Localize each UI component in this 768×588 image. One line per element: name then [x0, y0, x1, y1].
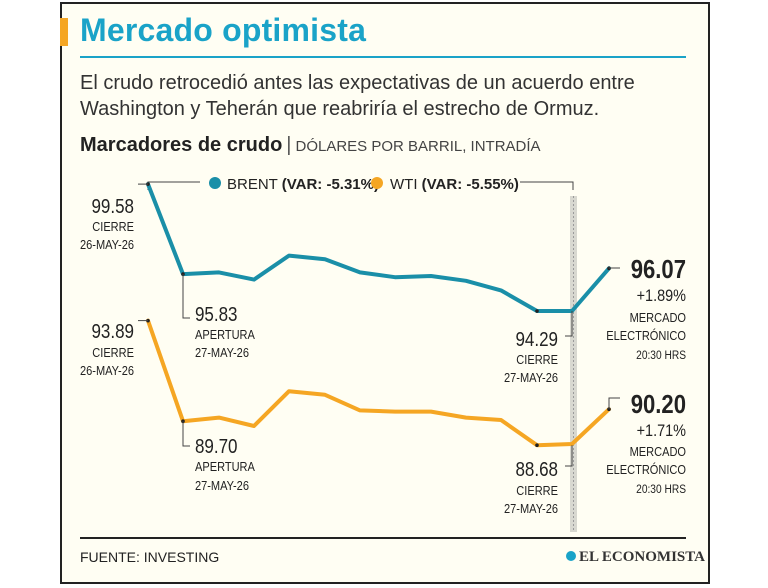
- publisher-logo-icon: [566, 551, 576, 561]
- label-wti-open-value: 89.70: [195, 435, 238, 458]
- bottom-rule: [80, 537, 686, 539]
- label-brent-open-date: 27-MAY-26: [195, 345, 249, 360]
- leader-wti-close2: [565, 445, 573, 467]
- label-brent-last-value: 96.07: [631, 255, 686, 284]
- subtitle: El crudo retrocedió antes las expectativ…: [80, 72, 635, 120]
- label-brent-last-text2: ELECTRÓNICO: [606, 327, 686, 343]
- legend-brent-name: BRENT: [227, 176, 282, 193]
- label-brent-close-text: CIERRE: [92, 219, 134, 234]
- legend-brent-swatch: [209, 177, 221, 189]
- label-brent-last-change: +1.89%: [637, 287, 686, 305]
- series-line-wti: [146, 318, 611, 448]
- page-title: Mercado optimista: [80, 12, 367, 48]
- label-wti-close-date: 26-MAY-26: [80, 363, 134, 378]
- legend-wti-swatch: [371, 177, 383, 189]
- label-brent-open-text: APERTURA: [195, 327, 256, 342]
- leader-brent-close2: [565, 311, 573, 337]
- leader-brent-open: [182, 274, 190, 319]
- title-accent-bar: [60, 18, 68, 46]
- legend-wti-name: WTI: [390, 176, 422, 193]
- legend-brent: BRENT (VAR: -5.31%): [227, 176, 379, 193]
- label-brent-close2-value: 94.29: [515, 328, 558, 351]
- label-brent-close-date: 26-MAY-26: [80, 237, 134, 252]
- legend-brent-var: (VAR: -5.31%): [282, 176, 379, 193]
- label-wti-close2-date: 27-MAY-26: [504, 501, 558, 516]
- label-wti-open-date: 27-MAY-26: [195, 478, 249, 493]
- label-wti-last-text1: MERCADO: [630, 444, 686, 459]
- point-brent-11: [535, 309, 539, 313]
- legend-wti-var: (VAR: -5.55%): [422, 176, 519, 193]
- section-separator: |: [286, 134, 292, 156]
- publisher-name: EL ECONOMISTA: [579, 549, 705, 565]
- legend-bracket-left: [147, 181, 200, 190]
- section-title: Marcadores de crudo: [80, 134, 283, 156]
- leader-wti-last: [608, 397, 620, 410]
- label-wti-close2-value: 88.68: [515, 458, 558, 481]
- label-brent-open-value: 95.83: [195, 303, 238, 326]
- label-brent-close2-date: 27-MAY-26: [504, 370, 558, 385]
- source-note: FUENTE: INVESTING: [80, 549, 220, 565]
- legend-bracket-right: [520, 181, 574, 190]
- label-wti-last-time: 20:30 HRS: [636, 483, 686, 496]
- label-brent-last-text1: MERCADO: [630, 310, 686, 325]
- label-wti-last-change: +1.71%: [637, 422, 686, 440]
- label-wti-open-text: APERTURA: [195, 459, 256, 474]
- label-wti-close2-text: CIERRE: [516, 483, 558, 498]
- publisher-brand: EL ECONOMISTA: [566, 549, 705, 566]
- point-brent-1: [181, 272, 185, 276]
- title-rule: [80, 56, 686, 58]
- section-heading: Marcadores de crudo | DÓLARES POR BARRIL, …: [80, 134, 541, 157]
- leader-wti-open: [182, 421, 190, 447]
- graphic-frame: [60, 2, 710, 584]
- series-line-brent: [146, 182, 611, 313]
- label-brent-close-value: 99.58: [91, 195, 134, 218]
- label-wti-close-value: 93.89: [91, 320, 134, 343]
- point-wti-11: [535, 443, 539, 448]
- legend-wti: WTI (VAR: -5.55%): [390, 176, 519, 193]
- label-brent-last-time: 20:30 HRS: [636, 349, 686, 362]
- label-wti-last-value: 90.20: [631, 390, 686, 419]
- label-wti-last-text2: ELECTRÓNICO: [606, 461, 686, 477]
- label-brent-close2-text: CIERRE: [516, 352, 558, 367]
- section-unit: DÓLARES POR BARRIL, INTRADÍA: [295, 138, 541, 155]
- label-wti-close-text: CIERRE: [92, 345, 134, 360]
